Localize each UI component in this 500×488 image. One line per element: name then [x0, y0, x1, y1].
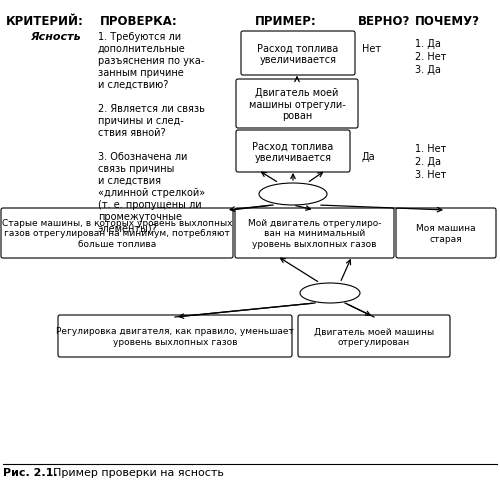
Text: ПОЧЕМУ?: ПОЧЕМУ?: [415, 15, 480, 28]
FancyBboxPatch shape: [236, 80, 358, 129]
Text: Нет: Нет: [362, 44, 381, 54]
FancyBboxPatch shape: [235, 208, 394, 259]
Text: Старые машины, в которых уровень выхлопных
газов отрегулирован на минимум, потре: Старые машины, в которых уровень выхлопн…: [2, 219, 232, 248]
Text: Расход топлива
увеличивается: Расход топлива увеличивается: [258, 43, 338, 65]
Text: Рис. 2.1.: Рис. 2.1.: [3, 467, 58, 477]
Text: Регулировка двигателя, как правило, уменьшает
уровень выхлопных газов: Регулировка двигателя, как правило, умен…: [56, 326, 294, 346]
Text: 1. Нет
2. Да
3. Нет: 1. Нет 2. Да 3. Нет: [415, 143, 446, 180]
Text: Расход топлива
увеличивается: Расход топлива увеличивается: [252, 141, 334, 163]
Text: ПРИМЕР:: ПРИМЕР:: [255, 15, 317, 28]
Ellipse shape: [259, 183, 327, 205]
Text: Моя машина
старая: Моя машина старая: [416, 224, 476, 243]
Text: ПРОВЕРКА:: ПРОВЕРКА:: [100, 15, 178, 28]
FancyBboxPatch shape: [396, 208, 496, 259]
Text: Пример проверки на ясность: Пример проверки на ясность: [46, 467, 224, 477]
Text: Двигатель моей
машины отрегули-
рован: Двигатель моей машины отрегули- рован: [248, 88, 346, 121]
Text: 1. Требуются ли
дополнительные
разъяснения по ука-
занным причине
и следствию?

: 1. Требуются ли дополнительные разъяснен…: [98, 32, 205, 234]
Text: 1. Да
2. Нет
3. Да: 1. Да 2. Нет 3. Да: [415, 39, 446, 75]
FancyBboxPatch shape: [58, 315, 292, 357]
Text: Ясность: Ясность: [30, 32, 80, 42]
Text: Мой двигатель отрегулиро-
ван на минимальный
уровень выхлопных газов: Мой двигатель отрегулиро- ван на минимал…: [248, 219, 382, 248]
Text: ВЕРНО?: ВЕРНО?: [358, 15, 410, 28]
Text: Да: Да: [362, 152, 376, 162]
Text: Двигатель моей машины
отрегулирован: Двигатель моей машины отрегулирован: [314, 326, 434, 346]
Text: КРИТЕРИЙ:: КРИТЕРИЙ:: [6, 15, 84, 28]
FancyBboxPatch shape: [241, 32, 355, 76]
Ellipse shape: [300, 284, 360, 304]
FancyBboxPatch shape: [298, 315, 450, 357]
FancyBboxPatch shape: [236, 131, 350, 173]
FancyBboxPatch shape: [1, 208, 233, 259]
